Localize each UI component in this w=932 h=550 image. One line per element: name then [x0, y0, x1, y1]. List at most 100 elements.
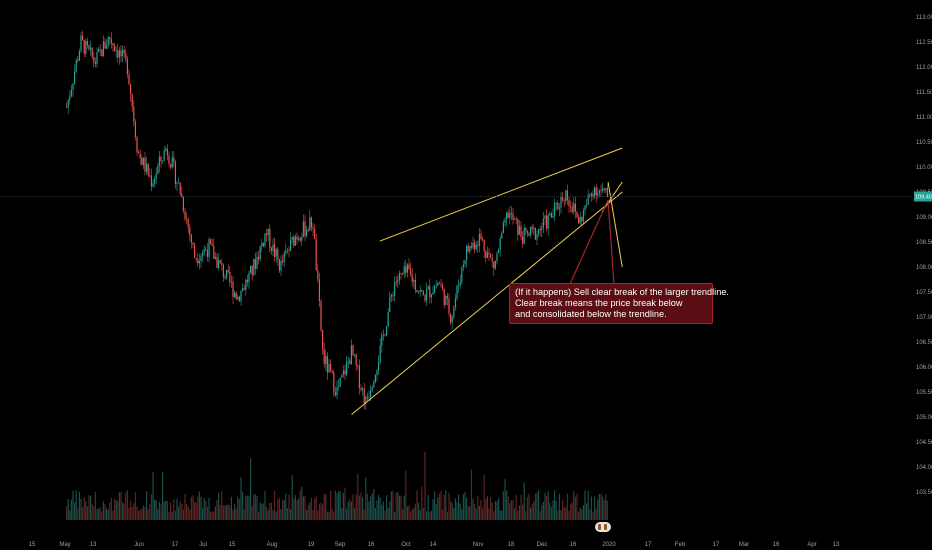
- price-badge-text: 109.407: [915, 195, 932, 201]
- candle-body: [560, 196, 562, 208]
- volume-bar: [166, 501, 169, 520]
- candle-body: [392, 294, 394, 296]
- candle-body: [186, 219, 188, 220]
- volume-bar: [110, 497, 113, 520]
- candle-body: [480, 233, 482, 240]
- volume-bar: [232, 509, 234, 520]
- volume-bar: [162, 471, 164, 520]
- candle-body: [131, 94, 133, 107]
- volume-bar: [390, 491, 393, 520]
- annotation-pointer: [569, 199, 609, 285]
- volume-bar: [149, 504, 151, 520]
- candle-body: [606, 188, 609, 198]
- volume-bar: [243, 509, 245, 520]
- candle-body: [402, 273, 404, 275]
- candle-body: [358, 365, 361, 388]
- candle-body: [138, 152, 140, 154]
- candle-body: [166, 148, 169, 156]
- volume-bar: [182, 509, 185, 520]
- volume-bar: [598, 493, 601, 520]
- candle-body: [522, 237, 524, 244]
- candle-body: [163, 150, 165, 161]
- volume-bar: [528, 493, 530, 520]
- volume-bar: [381, 504, 383, 520]
- y-tick-label: 106.500: [916, 340, 932, 346]
- volume-bar: [434, 491, 436, 520]
- candle-body: [310, 217, 313, 228]
- candle-body: [222, 264, 225, 277]
- volume-bar: [258, 511, 260, 520]
- volume-bar: [131, 506, 133, 520]
- candle-body: [114, 45, 116, 52]
- candle-body: [349, 360, 351, 365]
- volume-bar: [82, 507, 84, 520]
- volume-bar: [248, 496, 250, 520]
- volume-bar: [493, 511, 495, 520]
- price-axis[interactable]: 113.000 112.500 112.000 111.500 111.000 110.5…: [916, 15, 932, 496]
- candle-body: [531, 226, 533, 229]
- volume-bar: [69, 510, 71, 520]
- volume-bar: [400, 495, 402, 520]
- volume-bar: [445, 490, 447, 520]
- volume-bar: [136, 506, 138, 520]
- volume-bar: [322, 504, 324, 520]
- volume-bar: [330, 490, 332, 520]
- volume-bar: [453, 507, 455, 520]
- volume-bar: [590, 496, 593, 520]
- candle-body: [403, 266, 405, 274]
- volume-bar: [565, 508, 567, 520]
- volume-bar: [472, 498, 474, 520]
- candle-body: [259, 246, 261, 260]
- candle-body: [118, 50, 121, 58]
- candle-body: [514, 219, 516, 220]
- candle-body: [101, 49, 103, 57]
- volume-bar: [606, 500, 609, 520]
- volume-bar: [350, 501, 353, 520]
- candle-body: [600, 190, 602, 192]
- candle-body: [549, 213, 551, 216]
- candle-body: [211, 243, 213, 247]
- time-axis[interactable]: 15 May 13 Jun 17 Jul 15 Aug 19 Sep 16 Oct 14 Nov 18 Dec…: [29, 542, 840, 548]
- candle-body: [499, 238, 501, 250]
- volume-bar: [589, 509, 591, 520]
- volume-bar: [259, 502, 261, 520]
- x-tick-label: 14: [430, 542, 437, 548]
- candle-body: [429, 286, 431, 298]
- candle-body: [491, 257, 493, 262]
- candle-body: [550, 213, 553, 218]
- candle-body: [291, 236, 293, 240]
- trendline[interactable]: [379, 147, 623, 242]
- y-tick-label: 110.000: [916, 165, 932, 171]
- candle-body: [520, 225, 522, 238]
- emoji-marker-icon[interactable]: [595, 522, 611, 532]
- candle-body: [160, 156, 162, 162]
- volume-bar: [246, 495, 249, 520]
- candle-body: [466, 245, 468, 261]
- volume-bar: [494, 501, 497, 520]
- candle-body: [190, 235, 193, 243]
- annotation-line-2: Clear break means the price break below: [515, 297, 683, 308]
- candle-body: [270, 247, 273, 251]
- volume-bar: [389, 501, 391, 520]
- candle-body: [597, 192, 599, 196]
- candle-body: [437, 283, 439, 286]
- candle-body: [498, 249, 500, 254]
- candle-body: [203, 249, 205, 254]
- y-tick-label: 113.000: [916, 15, 932, 21]
- volume-bar: [424, 451, 426, 520]
- volume-bar: [443, 494, 445, 520]
- volume-bar: [451, 502, 453, 520]
- candle-body: [534, 227, 537, 240]
- volume-bar: [314, 498, 316, 520]
- volume-bar: [421, 486, 423, 520]
- trendline[interactable]: [351, 191, 623, 415]
- candle-body: [70, 89, 73, 97]
- volume-bar: [454, 498, 457, 520]
- volume-bar: [514, 508, 516, 520]
- candle-body: [238, 296, 241, 302]
- annotation-note[interactable]: (If it happens) Sell clear break of the …: [509, 283, 729, 324]
- volume-bar: [386, 495, 388, 520]
- candle-body: [147, 163, 149, 176]
- candle-body: [320, 301, 322, 331]
